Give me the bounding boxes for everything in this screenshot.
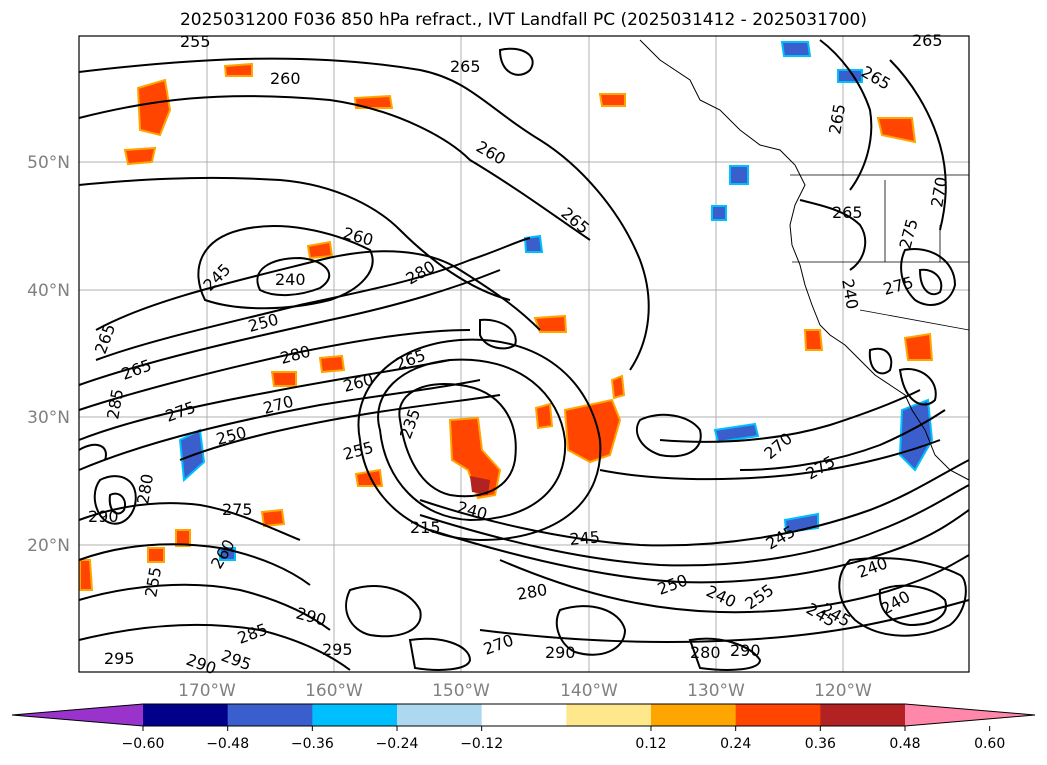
shaded-anomaly-patches	[79, 41, 934, 591]
lat-label-30n: 30°N	[27, 408, 70, 428]
positive-anomaly-patch	[136, 78, 172, 137]
coastline	[639, 39, 970, 481]
lon-label-130w: 130°W	[687, 681, 745, 701]
contour-label: 260	[270, 69, 301, 88]
colorbar-extend-high	[905, 704, 1035, 726]
colorbar-segment	[566, 704, 652, 726]
positive-anomaly-patch	[448, 416, 502, 500]
colorbar-tick-label: −0.48	[206, 736, 249, 752]
graticule	[79, 36, 969, 672]
colorbar-tick-label: −0.12	[460, 736, 503, 752]
colorbar-tick-label: 0.12	[635, 736, 666, 752]
contour-label: 290	[545, 643, 576, 662]
colorbar-tick-label: 0.60	[974, 736, 1005, 752]
lat-label-50n: 50°N	[27, 153, 70, 173]
map-frame	[78, 35, 970, 673]
contour-label: 275	[222, 500, 253, 519]
colorbar-segment	[820, 704, 906, 726]
colorbar-segment	[397, 704, 483, 726]
colorbar-tick-label: 0.24	[720, 736, 751, 752]
lat-label-20n: 20°N	[27, 536, 70, 556]
colorbar-segment	[143, 704, 229, 726]
lon-label-120w: 120°W	[814, 681, 872, 701]
contour-label: 295	[104, 649, 135, 668]
contour-label: 240	[275, 270, 306, 289]
contour-label: 290	[730, 641, 761, 660]
negative-anomaly-patch	[898, 398, 934, 472]
contour-label: 255	[180, 32, 211, 51]
contour-label: 265	[450, 57, 481, 76]
longitude-labels: 170°W 160°W 150°W 140°W 130°W 120°W	[178, 681, 872, 701]
lon-label-160w: 160°W	[305, 681, 363, 701]
colorbar-tick-label: −0.36	[291, 736, 334, 752]
positive-anomaly-patch	[563, 398, 622, 464]
colorbar-segment	[312, 704, 398, 726]
contour-label: 215	[410, 518, 441, 537]
contour-label: 295	[322, 640, 353, 659]
lon-label-140w: 140°W	[560, 681, 618, 701]
latitude-labels: 50°N 40°N 30°N 20°N	[27, 153, 70, 556]
lon-label-170w: 170°W	[178, 681, 236, 701]
contour-label: 265	[832, 203, 863, 222]
colorbar-tick-label: 0.36	[805, 736, 836, 752]
map-title: 2025031200 F036 850 hPa refract., IVT La…	[179, 10, 867, 30]
colorbar-segment	[227, 704, 313, 726]
colorbar-segment	[651, 704, 737, 726]
contour-label: 265	[912, 31, 943, 50]
lon-label-150w: 150°W	[432, 681, 490, 701]
map-plot-area: 255 260 265 260 265 260 240 245 250 280 …	[78, 31, 970, 678]
colorbar: −0.60 −0.48 −0.36 −0.24 −0.12 0.12 0.24 0.36 0.4…	[11, 703, 1036, 752]
colorbar-segment	[735, 704, 821, 726]
colorbar-tick-label: 0.48	[889, 736, 920, 752]
negative-anomaly-patch	[713, 422, 760, 444]
contour-label: 280	[690, 643, 721, 662]
colorbar-tick-label: −0.60	[122, 736, 165, 752]
lat-label-40n: 40°N	[27, 281, 70, 301]
contour-label: 245	[569, 527, 601, 549]
contour-label: 290	[88, 507, 119, 526]
colorbar-segment	[481, 704, 567, 726]
refractivity-contours	[78, 39, 970, 671]
colorbar-tick-label: −0.24	[376, 736, 419, 752]
colorbar-extend-low	[12, 704, 143, 726]
